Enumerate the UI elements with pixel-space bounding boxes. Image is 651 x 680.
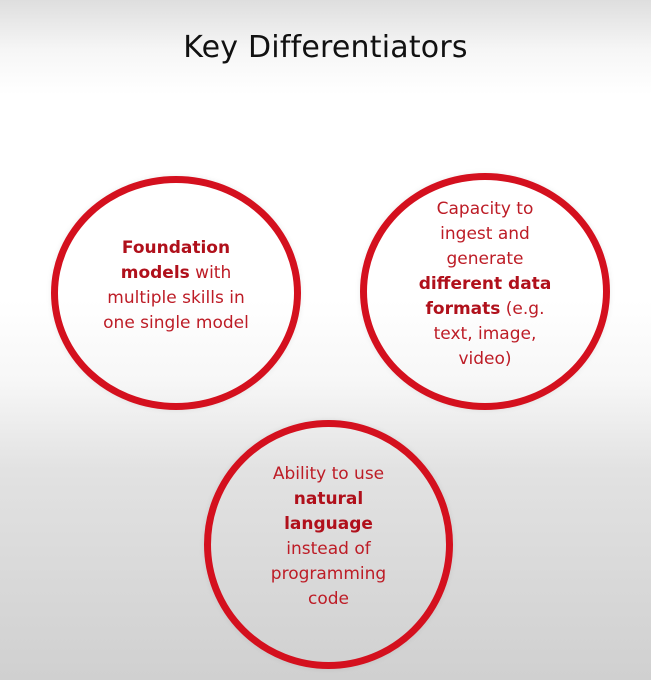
- circle-plain-text-after: (e.g. text, image, video): [433, 298, 545, 369]
- circle-bold-text: natural language: [284, 488, 373, 534]
- differentiator-circle-natural-language: Ability to use natural language instead …: [204, 420, 453, 669]
- differentiator-circle-data-formats: Capacity to ingest and generate differen…: [360, 173, 610, 410]
- circle-text: Capacity to ingest and generate differen…: [410, 197, 560, 372]
- circle-text: Foundation models with multiple skills i…: [101, 236, 251, 336]
- circle-bold-text: Foundation models: [120, 238, 231, 283]
- circle-plain-text-before: Ability to use: [272, 463, 385, 484]
- circle-plain-text-before: Capacity to ingest and generate: [436, 198, 534, 269]
- circle-plain-text: with multiple skills in one single model: [103, 263, 249, 333]
- slide-title: Key Differentiators: [183, 30, 468, 65]
- circle-plain-text-after: instead of programming code: [270, 538, 387, 609]
- differentiator-circle-foundation-models: Foundation models with multiple skills i…: [51, 176, 301, 410]
- circle-bold-text: different data formats: [418, 273, 552, 319]
- circle-text: Ability to use natural language instead …: [254, 462, 404, 612]
